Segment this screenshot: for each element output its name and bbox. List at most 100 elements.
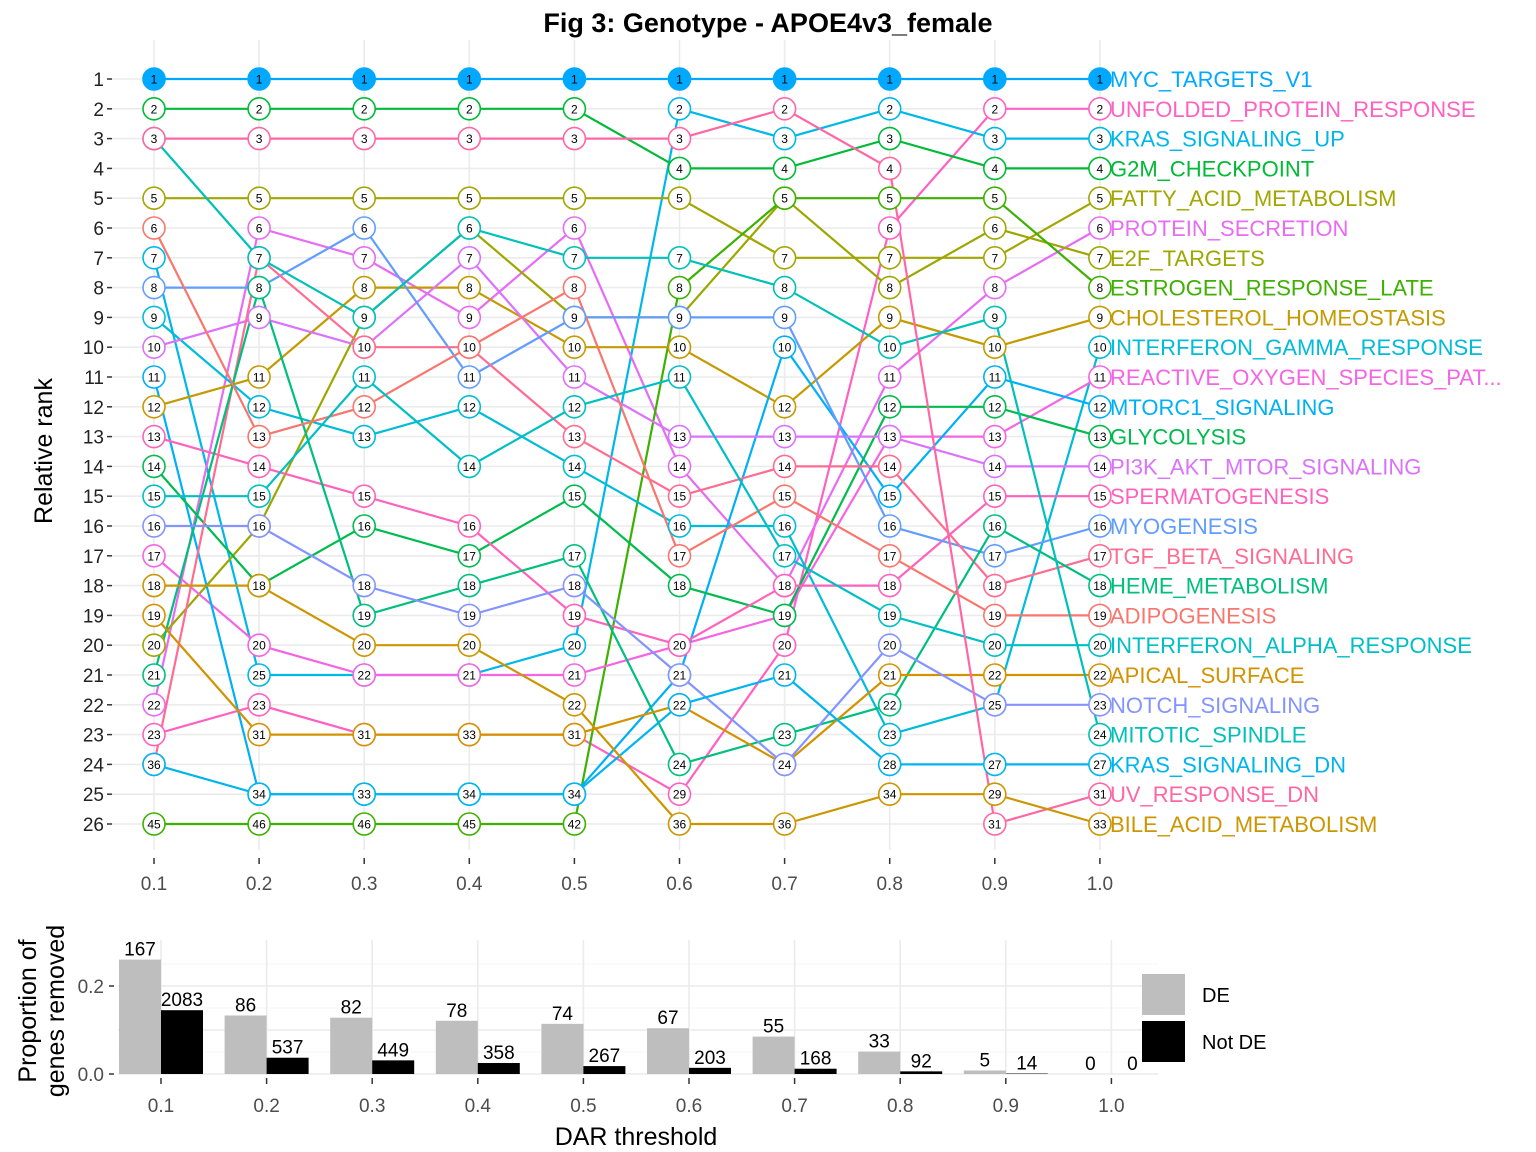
series-point bbox=[457, 216, 482, 240]
series-end-label: MTORC1_SIGNALING bbox=[1110, 395, 1335, 420]
series-point bbox=[142, 603, 166, 628]
series-point-label: 23 bbox=[883, 728, 897, 742]
series-point bbox=[142, 543, 166, 568]
series-line bbox=[154, 197, 1101, 826]
series-point-label: 22 bbox=[358, 669, 372, 683]
series-point-label: 27 bbox=[988, 758, 1002, 772]
series-point-label: 46 bbox=[252, 818, 266, 832]
series-point bbox=[982, 812, 1007, 836]
series-point bbox=[1088, 543, 1112, 568]
series-point bbox=[352, 67, 377, 91]
bar bbox=[330, 1017, 373, 1074]
series-point bbox=[247, 514, 271, 538]
rank-y-tick-label: 8 bbox=[93, 279, 104, 300]
series-point bbox=[247, 126, 271, 151]
series-point-label: 31 bbox=[1093, 788, 1107, 802]
series-point bbox=[877, 543, 902, 568]
series-point-label: 3 bbox=[781, 132, 788, 146]
series-point-label: 1 bbox=[991, 73, 998, 87]
series-point-label: 20 bbox=[252, 639, 266, 653]
series-point bbox=[247, 394, 271, 419]
bar bbox=[372, 1060, 415, 1074]
series-point-label: 15 bbox=[358, 490, 372, 504]
series-point bbox=[877, 514, 902, 538]
series-point-label: 20 bbox=[988, 639, 1002, 653]
series-point bbox=[982, 752, 1007, 777]
series-point-label: 1 bbox=[361, 73, 368, 87]
series-point-label: 3 bbox=[1097, 132, 1104, 146]
series-point bbox=[667, 335, 692, 360]
series-point bbox=[1088, 126, 1112, 151]
series-point bbox=[562, 543, 587, 568]
series-point bbox=[667, 633, 692, 658]
series-point bbox=[667, 752, 692, 777]
series-point-label: 12 bbox=[147, 400, 161, 414]
series-point bbox=[1088, 633, 1112, 658]
series-point-label: 4 bbox=[781, 162, 788, 176]
rank-y-tick-label: 5 bbox=[93, 189, 104, 210]
series-point bbox=[352, 603, 377, 628]
series-point bbox=[142, 305, 166, 330]
series-point bbox=[142, 692, 166, 717]
series-point-label: 18 bbox=[358, 579, 372, 593]
series-point bbox=[772, 394, 797, 419]
series-point bbox=[352, 394, 377, 419]
bar-x-tick-label: 0.6 bbox=[676, 1096, 702, 1117]
series-point-label: 20 bbox=[147, 639, 161, 653]
series-line bbox=[154, 375, 1100, 647]
series-point bbox=[772, 454, 797, 479]
series-point bbox=[667, 454, 692, 479]
series-point-label: 18 bbox=[883, 579, 897, 593]
series-point-label: 9 bbox=[151, 311, 158, 325]
series-point-label: 8 bbox=[361, 281, 368, 295]
bar-x-tick-label: 1.0 bbox=[1098, 1096, 1124, 1117]
rank-y-tick-label: 14 bbox=[83, 457, 105, 478]
bar-value-label: 74 bbox=[552, 1004, 574, 1025]
rank-y-tick-label: 2 bbox=[93, 100, 104, 121]
series-point bbox=[562, 573, 587, 598]
series-point-label: 14 bbox=[1093, 460, 1107, 474]
bar-x-tick-label: 0.1 bbox=[148, 1096, 174, 1117]
bar-x-ticks: 0.1 0.2 0.3 0.4 0.5 0.6 0.7 0.8 0.9 1.0 bbox=[148, 1078, 1125, 1117]
bar-data-labels: 167 86 82 78 74 67 55 33 5 0 2083 537 449 358 267 203 16… bbox=[124, 940, 1138, 1075]
series-point bbox=[457, 454, 482, 479]
series-point bbox=[247, 216, 271, 240]
series-point bbox=[982, 692, 1007, 717]
series-point-label: 36 bbox=[673, 818, 687, 832]
rank-x-tick-label: 0.1 bbox=[141, 874, 167, 895]
series-point bbox=[457, 245, 482, 270]
series-point bbox=[352, 722, 377, 747]
bar-y-ticks: 0.0 0.2 bbox=[78, 977, 114, 1086]
series-point bbox=[877, 454, 902, 479]
bar-value-label: 78 bbox=[446, 1001, 467, 1022]
series-point bbox=[667, 424, 692, 449]
series-point-label: 10 bbox=[883, 341, 897, 355]
series-point bbox=[457, 603, 482, 628]
series-point bbox=[562, 186, 587, 210]
series-point bbox=[1088, 186, 1112, 210]
series-point-label: 25 bbox=[988, 698, 1002, 712]
series-point bbox=[562, 394, 587, 419]
series-point bbox=[562, 454, 587, 479]
series-point-label: 23 bbox=[252, 698, 266, 712]
series-point bbox=[562, 663, 587, 687]
series-point bbox=[142, 514, 166, 538]
series-point bbox=[1088, 335, 1112, 360]
bar-value-label: 203 bbox=[694, 1048, 726, 1069]
legend-key bbox=[1142, 974, 1185, 1015]
series-point-label: 21 bbox=[147, 669, 161, 683]
rank-y-tick-label: 11 bbox=[84, 368, 104, 389]
rank-y-tick-label: 19 bbox=[83, 606, 104, 627]
series-point bbox=[247, 573, 271, 598]
series-point-label: 19 bbox=[778, 609, 792, 623]
series-point bbox=[772, 722, 797, 747]
series-point bbox=[982, 186, 1007, 210]
bar-value-label: 168 bbox=[800, 1049, 832, 1070]
series-point bbox=[352, 424, 377, 449]
series-point-label: 7 bbox=[676, 251, 683, 265]
series-point bbox=[352, 484, 377, 509]
series-point-label: 11 bbox=[463, 371, 476, 385]
series-point bbox=[772, 335, 797, 360]
series-point-label: 11 bbox=[253, 371, 266, 385]
series-point bbox=[562, 633, 587, 658]
